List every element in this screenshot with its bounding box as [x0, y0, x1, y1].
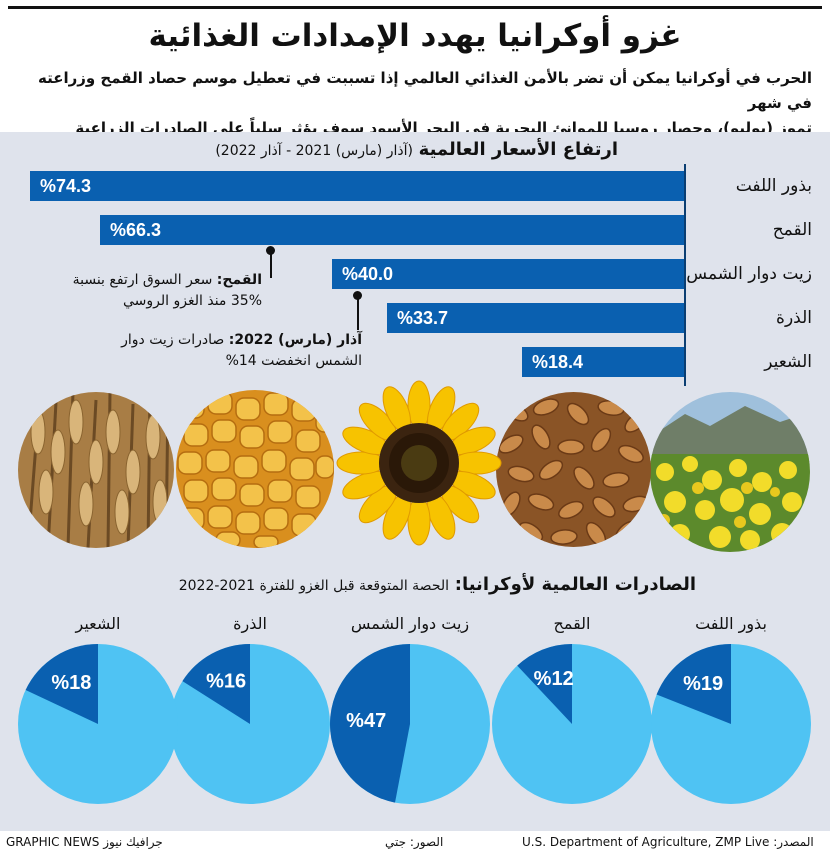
- price-bar-label: الشعير: [764, 352, 812, 372]
- pie-share-slice: [182, 644, 250, 724]
- rapeseed-field-photo: [650, 392, 810, 552]
- price-bar-1: %66.3: [100, 215, 684, 245]
- pie-label-0: بذور اللفت: [695, 614, 767, 633]
- sunflower-note-text-1: صادرات زيت دوار: [121, 332, 225, 348]
- price-bar-label: بذور اللفت: [735, 176, 812, 196]
- pie-share-slice: [25, 644, 98, 724]
- sunflower-note-leader: [357, 297, 359, 330]
- sunflower-note-text-2: الشمس انخفضت 14%: [225, 353, 362, 369]
- pie-chart-4: %18: [18, 644, 178, 804]
- pie-label-2: زيت دوار الشمس: [350, 614, 470, 633]
- sunflower-note-bold: آذار (مارس) 2022:: [228, 332, 362, 348]
- pie-label-4: الشعير: [75, 614, 121, 633]
- top-rule: [8, 6, 822, 9]
- sunflower-note-dot: [353, 291, 362, 300]
- wheat-note-line-1: القمح: سعر السوق ارتفع بنسبة: [12, 270, 262, 291]
- price-bar-value: %40.0: [342, 264, 394, 284]
- sunflower-note: آذار (مارس) 2022: صادرات زيت دوار الشمس …: [42, 330, 362, 372]
- bar-baseline: [684, 164, 686, 386]
- wheat-grains-photo: [496, 392, 651, 547]
- wheat-note-bold: القمح:: [216, 272, 262, 288]
- pie-chart-0: %19: [651, 644, 811, 804]
- wheat-note: القمح: سعر السوق ارتفع بنسبة 35% منذ الغ…: [12, 270, 262, 312]
- price-bar-label: زيت دوار الشمس: [686, 264, 812, 284]
- barley-stalks-photo: [18, 392, 174, 548]
- pie-share-slice: [517, 644, 572, 724]
- graphic-news-credit: GRAPHIC NEWS جرافيك نيوز: [6, 835, 163, 849]
- exports-subtitle: الحصة المتوقعة قبل الغزو للفترة 2021-202…: [178, 578, 450, 594]
- pie-value-label: %16: [206, 671, 246, 693]
- price-bar-value: %18.4: [532, 352, 584, 372]
- pie-chart-1: %12: [492, 644, 652, 804]
- price-bar-value: %33.7: [397, 308, 449, 328]
- intro-line-1: الحرب في أوكرانيا يمكن أن تضر بالأمن الغ…: [38, 69, 812, 112]
- sunflower-photo: [336, 380, 502, 546]
- pie-share-slice: [330, 644, 410, 803]
- photo-credit: الصور: جتي: [385, 835, 444, 849]
- pie-chart-2: %47: [330, 644, 490, 804]
- pie-label-3: الذرة: [233, 614, 267, 633]
- price-bar-label: القمح: [772, 220, 812, 240]
- exports-section-title: الصادرات العالمية لأوكرانيا: الحصة المتو…: [179, 574, 696, 595]
- pie-value-label: %47: [346, 710, 386, 732]
- pie-label-1: القمح: [553, 614, 591, 633]
- sunflower-note-line-1: آذار (مارس) 2022: صادرات زيت دوار: [42, 330, 362, 351]
- price-bar-value: %66.3: [110, 220, 162, 240]
- price-bar-4: %18.4: [522, 347, 684, 377]
- wheat-note-leader: [270, 250, 272, 278]
- corn-kernels-photo: [176, 390, 334, 548]
- page-title: غزو أوكرانيا يهدد الإمدادات الغذائية: [148, 18, 682, 54]
- source-credit: المصدر: U.S. Department of Agriculture, …: [522, 835, 814, 849]
- price-bar-2: %40.0: [332, 259, 684, 289]
- pie-value-label: %19: [683, 673, 723, 695]
- exports-title: الصادرات العالمية لأوكرانيا:: [454, 574, 696, 595]
- wheat-note-dot: [266, 246, 275, 255]
- wheat-note-text-1: سعر السوق ارتفع بنسبة: [72, 272, 213, 288]
- pie-value-label: %12: [534, 668, 574, 690]
- wheat-note-text-2: 35% منذ الغزو الروسي: [123, 293, 262, 309]
- prices-title: ارتفاع الأسعار العالمية: [418, 139, 618, 160]
- pie-value-label: %18: [51, 672, 91, 694]
- price-bar-label: الذرة: [776, 308, 812, 328]
- price-bar-3: %33.7: [387, 303, 684, 333]
- pie-share-slice: [656, 644, 731, 724]
- prices-section-title: ارتفاع الأسعار العالمية (آذار (مارس) 202…: [215, 139, 618, 160]
- price-bar-value: %74.3: [40, 176, 92, 196]
- prices-subtitle: (آذار (مارس) 2021 - آذار 2022): [215, 143, 413, 159]
- price-bar-0: %74.3: [30, 171, 684, 201]
- pie-chart-3: %16: [170, 644, 330, 804]
